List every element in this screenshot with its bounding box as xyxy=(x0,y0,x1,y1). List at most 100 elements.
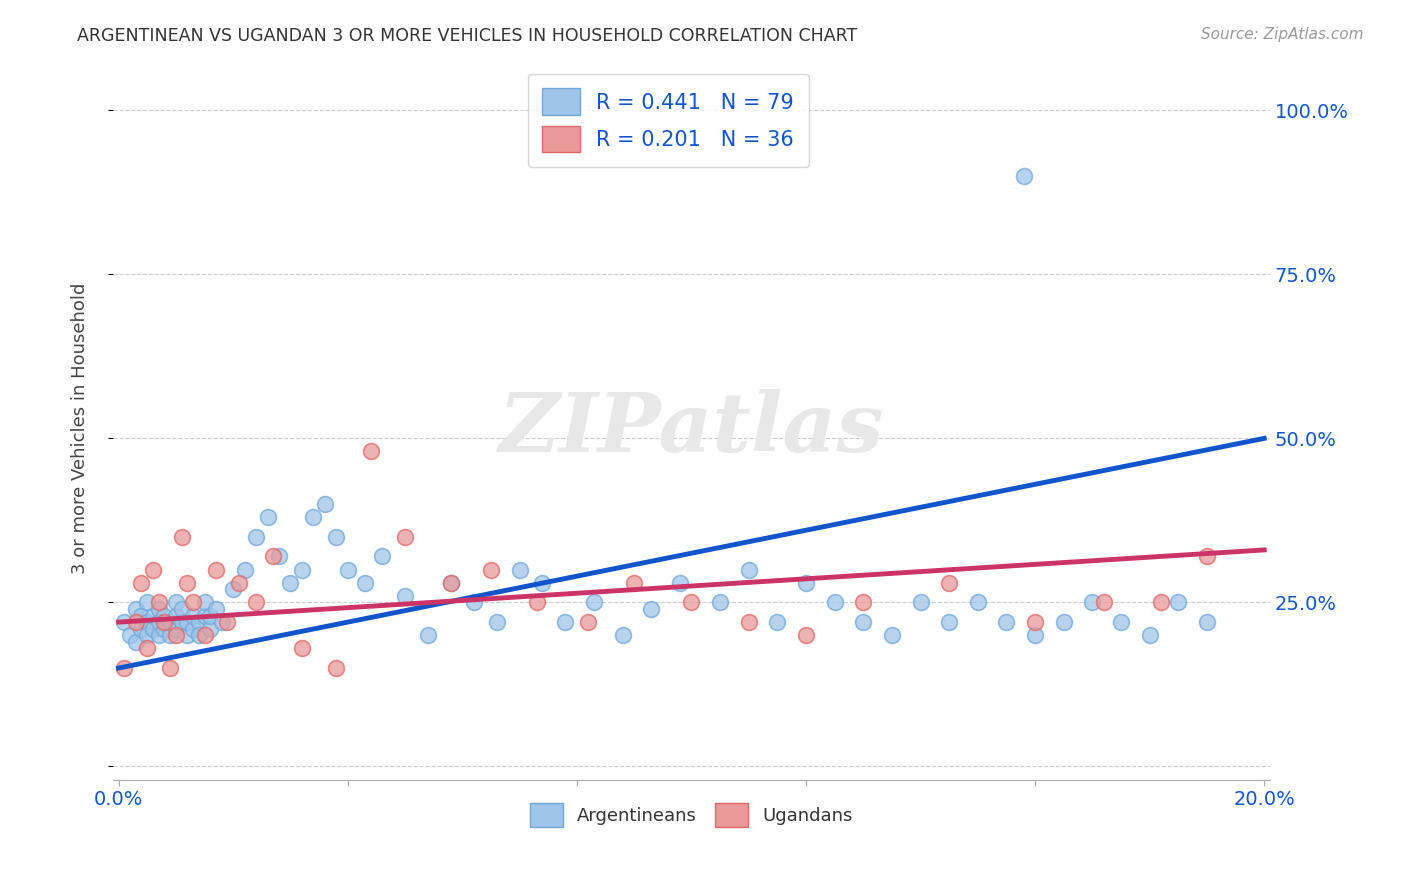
Point xyxy=(118,628,141,642)
Point xyxy=(440,575,463,590)
Legend: Argentineans, Ugandans: Argentineans, Ugandans xyxy=(523,797,859,834)
Point xyxy=(142,608,165,623)
Point xyxy=(938,575,960,590)
Point xyxy=(766,615,789,629)
Point xyxy=(200,622,222,636)
Point xyxy=(233,563,256,577)
Point xyxy=(165,595,187,609)
Point xyxy=(136,615,159,629)
Point xyxy=(640,602,662,616)
Point xyxy=(1053,615,1076,629)
Point xyxy=(125,615,148,629)
Point xyxy=(280,575,302,590)
Point xyxy=(669,575,692,590)
Point xyxy=(193,595,215,609)
Point xyxy=(131,622,153,636)
Point xyxy=(131,575,153,590)
Point xyxy=(176,628,198,642)
Point xyxy=(681,595,703,609)
Point xyxy=(142,563,165,577)
Point xyxy=(1092,595,1115,609)
Point xyxy=(148,615,170,629)
Point xyxy=(612,628,634,642)
Point xyxy=(371,549,394,564)
Point xyxy=(302,510,325,524)
Point xyxy=(245,595,267,609)
Point xyxy=(193,628,215,642)
Point xyxy=(576,615,599,629)
Point xyxy=(737,563,759,577)
Point xyxy=(794,628,817,642)
Point xyxy=(142,622,165,636)
Point xyxy=(112,661,135,675)
Point xyxy=(325,661,347,675)
Point xyxy=(291,563,314,577)
Point xyxy=(262,549,284,564)
Point xyxy=(153,615,176,629)
Point xyxy=(205,602,228,616)
Point xyxy=(222,582,245,597)
Point xyxy=(245,530,267,544)
Point xyxy=(1081,595,1104,609)
Point xyxy=(1195,549,1218,564)
Point xyxy=(125,602,148,616)
Text: ARGENTINEAN VS UGANDAN 3 OR MORE VEHICLES IN HOUSEHOLD CORRELATION CHART: ARGENTINEAN VS UGANDAN 3 OR MORE VEHICLE… xyxy=(77,27,858,45)
Point xyxy=(394,589,416,603)
Point xyxy=(582,595,605,609)
Point xyxy=(554,615,576,629)
Point xyxy=(181,595,204,609)
Point xyxy=(938,615,960,629)
Point xyxy=(200,608,222,623)
Point xyxy=(112,615,135,629)
Point xyxy=(148,602,170,616)
Point xyxy=(165,628,187,642)
Point xyxy=(136,641,159,656)
Point xyxy=(824,595,846,609)
Point xyxy=(526,595,548,609)
Point xyxy=(159,615,181,629)
Point xyxy=(394,530,416,544)
Point xyxy=(267,549,290,564)
Point xyxy=(485,615,508,629)
Point xyxy=(170,602,193,616)
Point xyxy=(354,575,377,590)
Y-axis label: 3 or more Vehicles in Household: 3 or more Vehicles in Household xyxy=(72,283,89,574)
Text: ZIPatlas: ZIPatlas xyxy=(499,389,884,468)
Point xyxy=(153,622,176,636)
Point xyxy=(136,595,159,609)
Point xyxy=(463,595,485,609)
Point xyxy=(181,622,204,636)
Point xyxy=(148,628,170,642)
Point xyxy=(360,444,382,458)
Point xyxy=(211,615,233,629)
Point xyxy=(1109,615,1132,629)
Point xyxy=(509,563,531,577)
Point xyxy=(1167,595,1189,609)
Point xyxy=(852,615,875,629)
Point xyxy=(256,510,278,524)
Point xyxy=(131,608,153,623)
Point xyxy=(159,628,181,642)
Point xyxy=(966,595,988,609)
Point xyxy=(1012,169,1035,183)
Point xyxy=(291,641,314,656)
Point xyxy=(217,615,239,629)
Point xyxy=(1150,595,1173,609)
Point xyxy=(176,575,198,590)
Point xyxy=(187,615,209,629)
Point xyxy=(709,595,731,609)
Point xyxy=(880,628,903,642)
Point xyxy=(1195,615,1218,629)
Point xyxy=(479,563,502,577)
Point xyxy=(136,628,159,642)
Point xyxy=(176,615,198,629)
Point xyxy=(148,595,170,609)
Point xyxy=(910,595,932,609)
Point xyxy=(1024,615,1046,629)
Point xyxy=(852,595,875,609)
Text: Source: ZipAtlas.com: Source: ZipAtlas.com xyxy=(1201,27,1364,42)
Point xyxy=(205,563,228,577)
Point xyxy=(125,635,148,649)
Point xyxy=(531,575,554,590)
Point xyxy=(314,497,336,511)
